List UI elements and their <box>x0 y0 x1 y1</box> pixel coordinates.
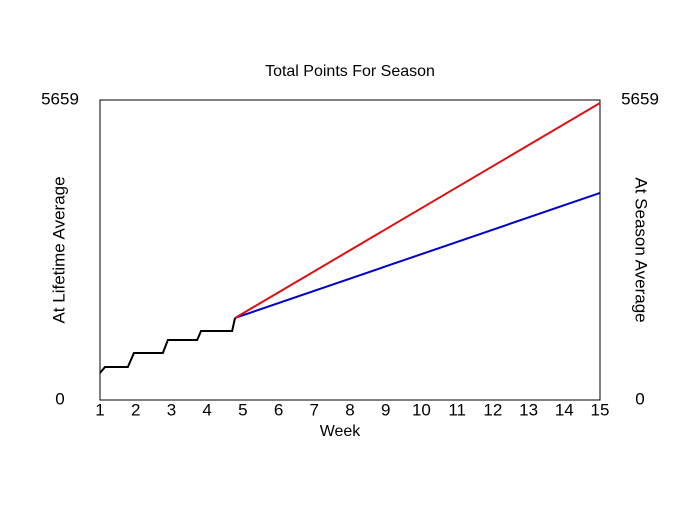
x-tick-label: 5 <box>238 400 247 419</box>
y2-axis-label: At Season Average <box>632 177 651 322</box>
x-tick-label: 15 <box>591 400 610 419</box>
y2-tick-label: 5659 <box>621 89 659 108</box>
x-tick-label: 14 <box>555 400 574 419</box>
x-tick-label: 6 <box>274 400 283 419</box>
x-tick-label: 11 <box>448 400 466 419</box>
x-tick-label: 10 <box>412 400 431 419</box>
chart-title: Total Points For Season <box>265 63 435 80</box>
x-tick-label: 1 <box>95 400 104 419</box>
x-tick-label: 12 <box>483 400 502 419</box>
plot-frame <box>99 99 601 401</box>
x-tick-label: 3 <box>167 400 176 419</box>
x-tick-label: 8 <box>345 400 354 419</box>
x-axis-label: Week <box>320 423 362 440</box>
y-tick-label: 5659 <box>41 89 79 108</box>
y-tick-label: 0 <box>55 389 64 408</box>
series-line <box>99 317 236 374</box>
series-line <box>234 192 601 319</box>
y-axis-label: At Lifetime Average <box>49 176 68 323</box>
x-tick-label: 2 <box>131 400 140 419</box>
x-tick-label: 7 <box>310 400 319 419</box>
x-tick-label: 4 <box>202 400 211 419</box>
series-line <box>234 102 601 319</box>
x-tick-label: 13 <box>519 400 538 419</box>
x-tick-label: 9 <box>381 400 390 419</box>
y2-tick-label: 0 <box>635 389 644 408</box>
